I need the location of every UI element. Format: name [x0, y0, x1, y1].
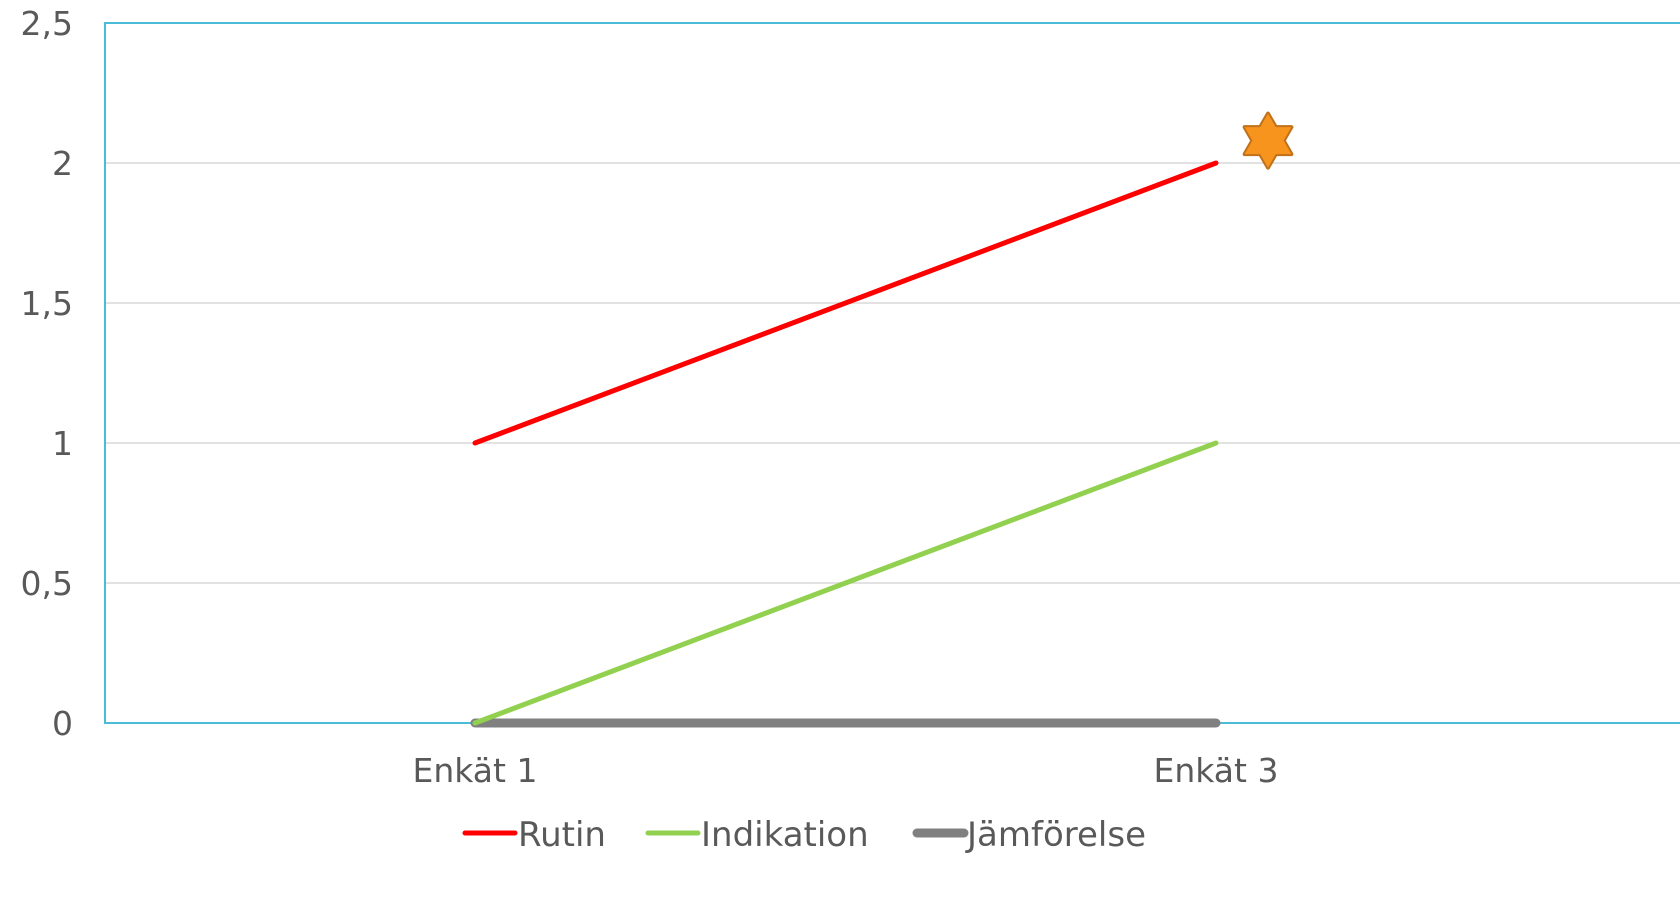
x-tick-label: Enkät 3 — [1154, 751, 1279, 790]
series-line-rutin — [472, 160, 1219, 446]
y-tick-label: 1,5 — [21, 284, 73, 323]
annotations — [1242, 111, 1294, 170]
legend-item: Jämförelse — [912, 815, 1146, 855]
gridlines — [105, 22, 1680, 724]
y-tick-label: 0 — [52, 704, 73, 743]
legend: Rutin Indikation Jämförelse — [462, 815, 1146, 855]
legend-label: Rutin — [518, 815, 606, 855]
series-lines — [470, 160, 1221, 728]
y-tick-label: 0,5 — [21, 564, 73, 603]
legend-label: Jämförelse — [965, 815, 1146, 855]
legend-label: Indikation — [701, 815, 869, 855]
legend-item: Rutin — [462, 815, 606, 855]
x-tick-label: Enkät 1 — [413, 751, 538, 790]
y-axis-ticks: 0 0,5 1 1,5 2 2,5 — [21, 4, 73, 743]
y-tick-label: 2 — [52, 144, 73, 183]
plot-area-border — [104, 22, 1680, 724]
series-line-indikation — [472, 440, 1219, 726]
y-tick-label: 2,5 — [21, 4, 73, 43]
y-tick-label: 1 — [52, 424, 73, 463]
x-axis-ticks: Enkät 1 Enkät 3 — [413, 751, 1279, 790]
legend-item: Indikation — [645, 815, 869, 855]
star-icon — [1242, 111, 1294, 170]
